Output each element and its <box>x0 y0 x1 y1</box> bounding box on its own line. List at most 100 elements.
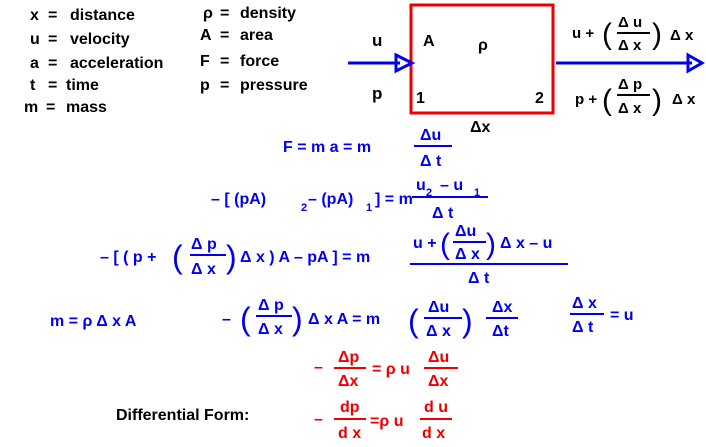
eq5-f2-den: Δx <box>428 373 449 390</box>
eq3-num-a: u + <box>413 235 437 252</box>
legend-m-sym: m <box>24 99 38 116</box>
outlet-u-suffix: Δ x <box>670 27 694 44</box>
equation-expanded-momentum: – [ ( p + ( Δ p Δ x ) Δ x ) A – pA ] = m… <box>100 223 568 287</box>
legend-t-sym: t <box>30 77 36 94</box>
outlet-u-numerator: Δ u <box>618 14 642 31</box>
outlet-velocity-expression: u + ( Δ u Δ x ) Δ x <box>572 14 694 54</box>
legend-A-sym: A <box>200 27 212 44</box>
eq3-inner-den: Δ x <box>191 261 216 278</box>
outlet-u-denominator: Δ x <box>618 37 642 54</box>
legend-A-desc: area <box>240 27 273 44</box>
eq2-lhs-a: – [ (pA) <box>211 191 266 208</box>
outlet-p-close-paren: ) <box>652 84 662 117</box>
box-width-label: Δx <box>470 119 491 136</box>
equation-velocity-definition: Δ x Δ t = u <box>570 295 634 336</box>
eq2-lhs-c: ] = m <box>375 191 413 208</box>
outlet-p-open-paren: ( <box>602 84 612 117</box>
legend-a-eq: = <box>48 55 57 72</box>
outlet-u-open-paren: ( <box>602 18 612 51</box>
legend-A-eq: = <box>220 27 229 44</box>
legend-p-sym: p <box>200 77 210 94</box>
diff-mid: =ρ u <box>370 413 403 430</box>
outlet-arrow <box>556 52 706 74</box>
eq5-f1-den: Δx <box>338 373 359 390</box>
eq3-close-paren: ) <box>226 239 237 275</box>
eq3-num-close-paren: ) <box>486 228 496 261</box>
eq3-num-b: Δ x – u <box>500 235 552 252</box>
eq2-sub-1: 1 <box>366 202 372 214</box>
eq2-num-b: – u <box>440 177 463 194</box>
legend-F-desc: force <box>240 53 279 70</box>
eq4-f1-num: Δ p <box>258 297 284 314</box>
box-station-1-label: 1 <box>416 90 425 107</box>
legend-m-desc: mass <box>66 99 107 116</box>
eq4-f3-den: Δt <box>492 323 510 340</box>
legend-t-eq: = <box>48 77 57 94</box>
legend-right: ρ = density A = area F = force p = press… <box>200 5 308 94</box>
eq1-numerator: Δu <box>420 127 441 144</box>
outlet-p-denominator: Δ x <box>618 100 642 117</box>
differential-form-label: Differential Form: <box>116 407 249 424</box>
eq4-minus: – <box>222 311 231 328</box>
eq3-num-frac-num: Δu <box>455 223 476 240</box>
legend-u-eq: = <box>48 31 57 48</box>
eq4-f1-den: Δ x <box>258 321 283 338</box>
eq4-f2-close-paren: ) <box>462 303 473 339</box>
outlet-u-close-paren: ) <box>652 18 662 51</box>
eq5-f1-num: Δp <box>338 349 360 366</box>
legend-F-eq: = <box>220 53 229 70</box>
differential-form-label-group: Differential Form: <box>116 407 249 424</box>
eq3-lhs-a: – [ ( p + <box>100 249 156 266</box>
legend-m-eq: = <box>46 99 55 116</box>
control-volume-labels: A ρ 1 2 Δx <box>416 33 544 136</box>
inlet-pressure-label: p <box>372 84 382 103</box>
equation-pressure-force: – [ (pA) 2 – (pA) 1 ] = m u 2 – u 1 Δ t <box>211 177 488 222</box>
eq3-num-frac-den: Δ x <box>455 246 480 263</box>
eq3-num-open-paren: ( <box>440 228 450 261</box>
eq2-num-sub-1: 1 <box>474 187 480 199</box>
equation-differential-form: – dp d x =ρ u d u d x <box>314 399 452 442</box>
legend-p-eq: = <box>220 77 229 94</box>
legend-a-desc: acceleration <box>70 55 163 72</box>
eq4-f1-open-paren: ( <box>240 301 251 337</box>
eq5-mid: = ρ u <box>372 361 410 378</box>
equation-mass: m = ρ Δ x A <box>50 313 137 330</box>
eq5-minus: – <box>314 359 323 376</box>
box-density-label: ρ <box>478 37 488 54</box>
inlet-velocity-label: u <box>372 31 382 50</box>
eq3-lhs-b: Δ x ) A – pA ] = m <box>240 249 370 266</box>
eq4-f2-num: Δu <box>428 299 449 316</box>
eq3-denominator: Δ t <box>468 270 490 287</box>
legend-t-desc: time <box>66 77 99 94</box>
legend-left: x = distance u = velocity a = accelerati… <box>24 7 163 116</box>
eq2-num-sub-2: 2 <box>426 187 432 199</box>
legend-rho-desc: density <box>240 5 296 22</box>
legend-u-sym: u <box>30 31 40 48</box>
eq2-denominator: Δ t <box>432 205 454 222</box>
legend-F-sym: F <box>200 53 210 70</box>
legend-u-desc: velocity <box>70 31 130 48</box>
eq4-f3-num: Δx <box>492 299 513 316</box>
diff-f2-den: d x <box>422 425 445 442</box>
box-area-label: A <box>423 33 435 50</box>
legend-x-eq: = <box>48 7 57 24</box>
legend-a-sym: a <box>30 55 39 72</box>
eq4-f1-close-paren: ) <box>292 301 303 337</box>
legend-x-sym: x <box>30 7 39 24</box>
eq4u-rhs: = u <box>610 307 634 324</box>
legend-rho-sym: ρ <box>203 5 213 22</box>
eq1-denominator: Δ t <box>420 153 442 170</box>
inlet-labels: u p <box>372 31 382 103</box>
outlet-u-prefix: u + <box>572 25 594 42</box>
eq4-f2-den: Δ x <box>426 323 451 340</box>
eq4u-num: Δ x <box>572 295 597 312</box>
legend-rho-eq: = <box>220 5 229 22</box>
inlet-arrow <box>348 52 416 74</box>
eq1-lhs: F = m a = m <box>283 139 371 156</box>
eq3-open-paren: ( <box>172 239 183 275</box>
diff-f1-den: d x <box>338 425 361 442</box>
outlet-p-suffix: Δ x <box>672 91 696 108</box>
outlet-p-prefix: p + <box>575 91 597 108</box>
